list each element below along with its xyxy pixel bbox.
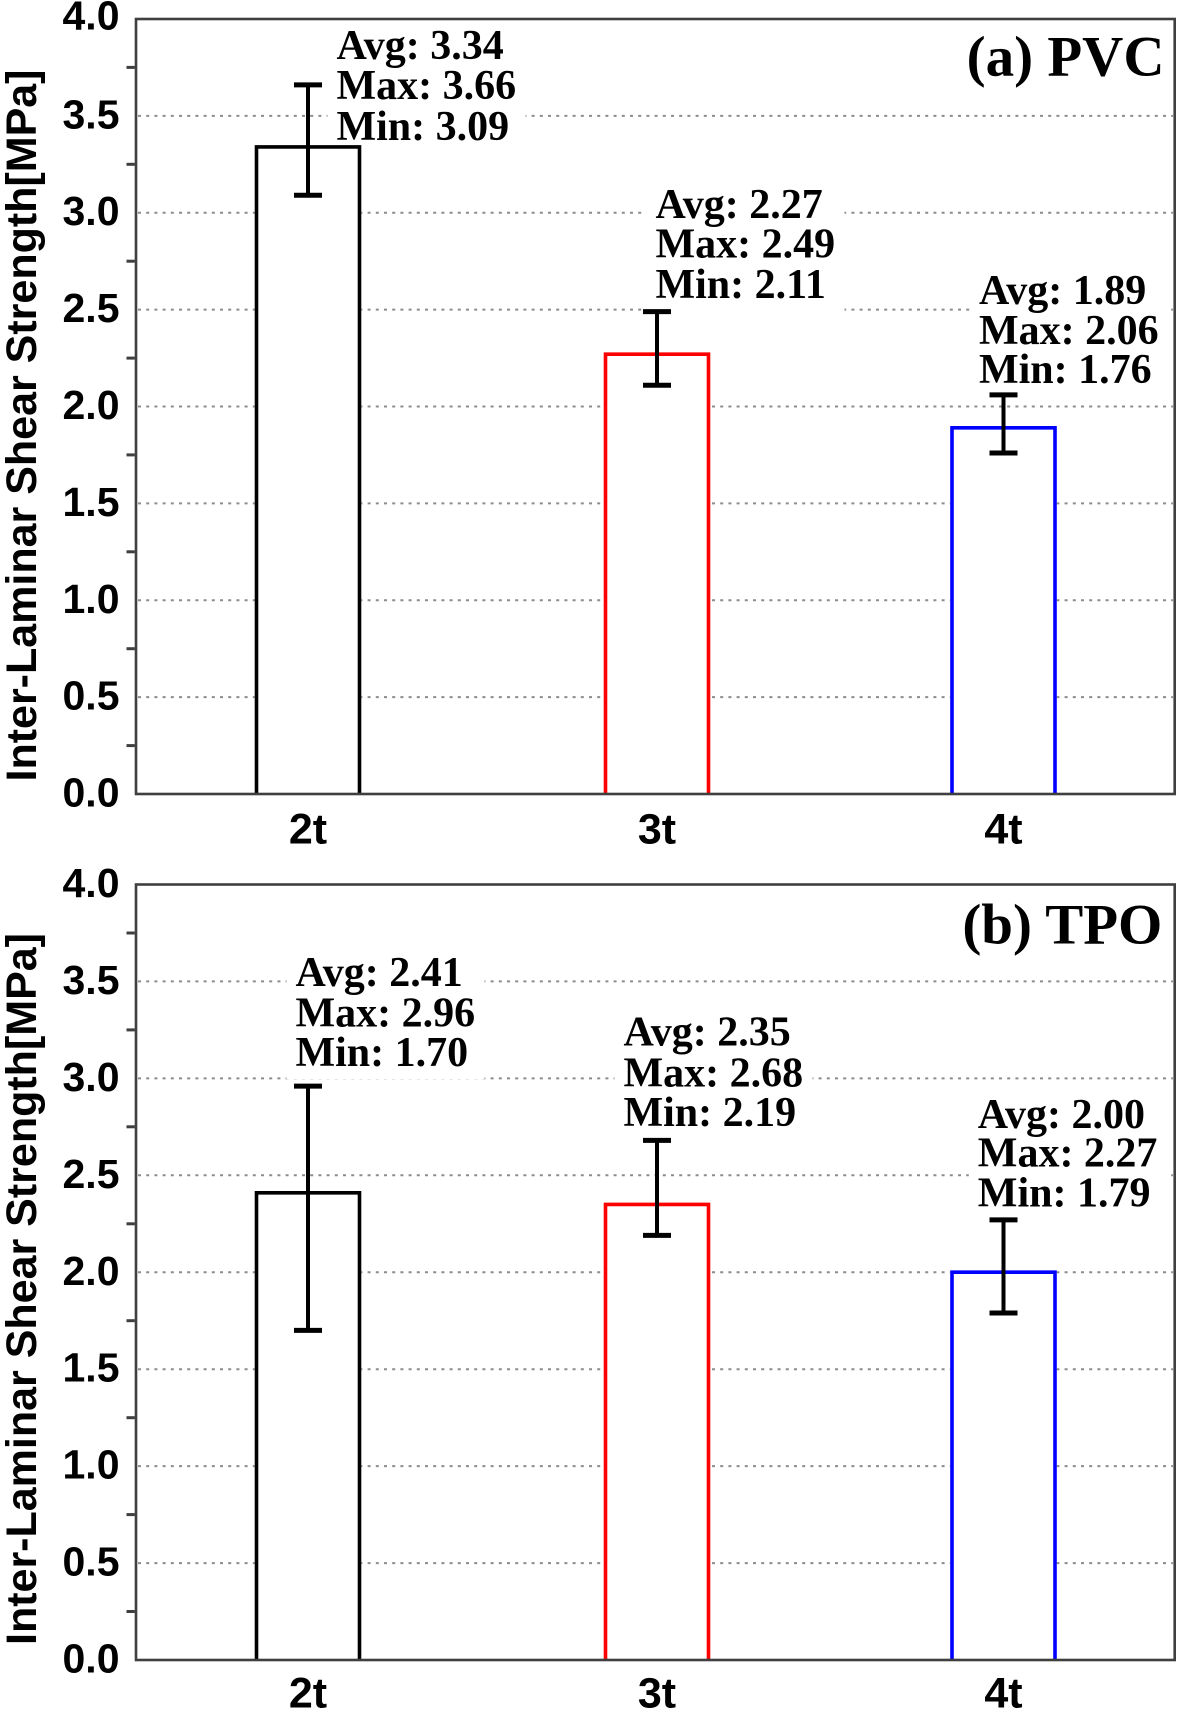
svg-text:Min: 1.79: Min: 1.79 (978, 1171, 1151, 1217)
svg-text:2.0: 2.0 (63, 382, 120, 428)
svg-text:3.0: 3.0 (63, 1054, 120, 1100)
svg-text:1.0: 1.0 (63, 1442, 120, 1488)
svg-text:Max: 2.49: Max: 2.49 (656, 221, 836, 267)
svg-text:0.0: 0.0 (63, 1636, 120, 1682)
svg-text:3.5: 3.5 (63, 957, 120, 1003)
svg-text:Min: 2.11: Min: 2.11 (656, 262, 826, 308)
svg-text:(b) TPO: (b) TPO (962, 893, 1162, 956)
svg-text:Min: 1.70: Min: 1.70 (296, 1030, 469, 1076)
svg-text:2.0: 2.0 (63, 1248, 120, 1294)
svg-text:Min: 1.76: Min: 1.76 (979, 347, 1152, 393)
svg-text:Avg: 3.34: Avg: 3.34 (337, 23, 504, 69)
svg-text:Inter-Laminar Shear Strength[M: Inter-Laminar Shear Strength[MPa] (0, 70, 46, 782)
svg-text:2.5: 2.5 (63, 1151, 120, 1197)
svg-text:Avg: 2.00: Avg: 2.00 (978, 1092, 1145, 1138)
svg-text:0.5: 0.5 (63, 673, 120, 719)
svg-text:Max: 3.66: Max: 3.66 (337, 63, 517, 109)
svg-text:Max: 2.27: Max: 2.27 (978, 1131, 1158, 1177)
svg-text:2.5: 2.5 (63, 285, 120, 331)
svg-text:Avg: 2.41: Avg: 2.41 (296, 950, 463, 996)
svg-text:3t: 3t (638, 1670, 676, 1711)
svg-text:Avg: 2.35: Avg: 2.35 (624, 1010, 791, 1056)
svg-text:1.0: 1.0 (63, 576, 120, 622)
svg-text:Max: 2.06: Max: 2.06 (979, 308, 1159, 354)
svg-text:(a) PVC: (a) PVC (967, 25, 1165, 88)
svg-text:0.5: 0.5 (63, 1539, 120, 1585)
svg-text:Max: 2.68: Max: 2.68 (624, 1050, 804, 1096)
svg-text:Max: 2.96: Max: 2.96 (296, 991, 476, 1037)
svg-text:Avg: 1.89: Avg: 1.89 (979, 268, 1146, 314)
svg-text:Min: 3.09: Min: 3.09 (337, 104, 510, 150)
svg-text:3.0: 3.0 (63, 188, 120, 234)
svg-text:1.5: 1.5 (63, 1345, 120, 1391)
svg-text:4.0: 4.0 (63, 860, 120, 906)
svg-text:Inter-Laminar Shear Strength[M: Inter-Laminar Shear Strength[MPa] (0, 933, 46, 1645)
svg-text:1.5: 1.5 (63, 479, 120, 525)
svg-text:2t: 2t (289, 806, 327, 854)
svg-text:3t: 3t (638, 806, 676, 854)
svg-text:0.0: 0.0 (63, 770, 120, 816)
svg-text:Min: 2.19: Min: 2.19 (624, 1090, 797, 1136)
svg-text:4t: 4t (984, 1670, 1022, 1711)
svg-text:4.0: 4.0 (63, 0, 120, 39)
svg-text:4t: 4t (984, 806, 1022, 854)
svg-text:3.5: 3.5 (63, 91, 120, 137)
svg-text:Avg: 2.27: Avg: 2.27 (656, 182, 823, 228)
svg-text:2t: 2t (289, 1670, 327, 1711)
